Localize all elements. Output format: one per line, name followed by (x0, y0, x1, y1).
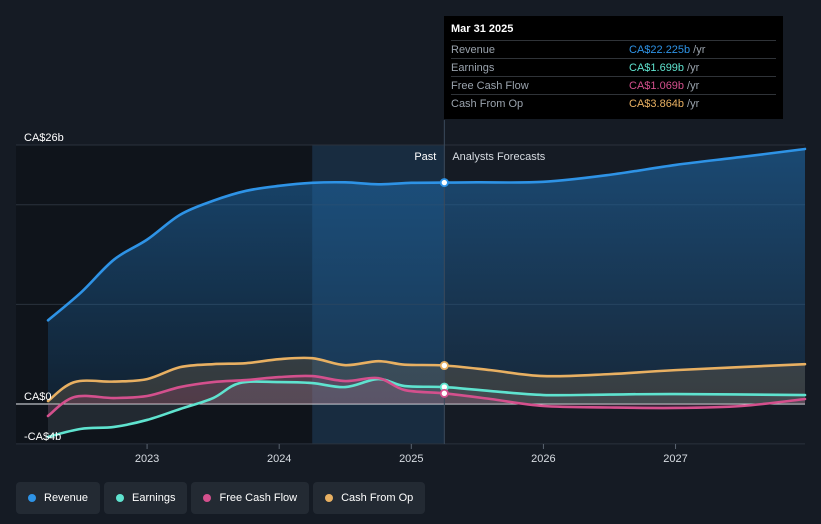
free-cash-flow-area (48, 375, 805, 416)
x-tick-label: 2023 (135, 453, 159, 465)
series-lines (46, 147, 807, 439)
revenue-marker (439, 178, 449, 188)
tooltip-row-earnings: Earnings CA$1.699b/yr (451, 58, 776, 76)
free-cash-flow-line (46, 374, 807, 418)
tooltip-row-free-cash-flow: Free Cash Flow CA$1.069b/yr (451, 76, 776, 94)
tooltip-markers (439, 178, 449, 398)
legend-dot-icon (325, 494, 334, 502)
tooltip-row-label: Revenue (451, 43, 496, 56)
tooltip-row-value: CA$1.069b (629, 79, 685, 92)
free-cash-flow-marker (439, 388, 449, 398)
legend-label: Earnings (132, 492, 176, 504)
revenue-line (46, 147, 807, 322)
legend-dot-icon (116, 494, 125, 502)
tooltip: Mar 31 2025 Revenue CA$22.225b/yr Earnings… (444, 16, 783, 119)
tooltip-row-value: CA$1.699b (629, 61, 685, 74)
legend-dot-icon (203, 494, 212, 502)
cash-from-op-area (48, 357, 805, 404)
tooltip-row-unit: /yr (687, 79, 700, 92)
tooltip-date: Mar 31 2025 (451, 23, 514, 35)
series-areas (48, 148, 805, 437)
y-axis-label: CA$26b (24, 132, 64, 144)
cash-from-op-line (46, 356, 807, 403)
tooltip-row-revenue: Revenue CA$22.225b/yr (451, 40, 776, 58)
y-axis-label: CA$0 (24, 391, 52, 403)
earnings-line (46, 377, 807, 439)
x-axis-ticks: 2023 2024 2025 2026 2027 (135, 444, 688, 465)
earnings-area (48, 379, 805, 437)
y-axis-labels: CA$26b CA$0 -CA$4b (24, 132, 64, 443)
legend-label: Revenue (44, 492, 89, 504)
legend: Revenue Earnings Free Cash Flow Cash From O… (16, 482, 426, 514)
legend-label: Free Cash Flow (219, 492, 298, 504)
revenue-area (48, 148, 805, 404)
x-tick-label: 2025 (399, 453, 423, 465)
past-label: Past (414, 151, 436, 163)
x-tick-label: 2027 (663, 453, 687, 465)
tooltip-row-value: CA$22.225b (629, 43, 691, 56)
tooltip-row-unit: /yr (687, 97, 700, 110)
tooltip-row-label: Cash From Op (451, 97, 524, 110)
tooltip-row-unit: /yr (687, 61, 700, 74)
legend-dot-icon (28, 494, 36, 502)
cash-from-op-marker (439, 361, 449, 371)
y-axis-label: -CA$4b (24, 431, 61, 443)
legend-item-cash-from-op[interactable]: Cash From Op (313, 482, 426, 514)
tooltip-row-label: Free Cash Flow (451, 79, 529, 92)
tooltip-row-cash-from-op: Cash From Op CA$3.864b/yr (451, 94, 776, 112)
tooltip-rows: Revenue CA$22.225b/yr Earnings CA$1.699b/yr… (451, 40, 776, 112)
legend-item-earnings[interactable]: Earnings (104, 482, 188, 514)
tooltip-row-value: CA$3.864b (629, 97, 685, 110)
legend-item-free-cash-flow[interactable]: Free Cash Flow (191, 482, 310, 514)
x-tick-label: 2026 (531, 453, 555, 465)
tooltip-row-unit: /yr (693, 43, 706, 56)
x-tick-label: 2024 (267, 453, 291, 465)
forecast-label: Analysts Forecasts (452, 151, 545, 163)
legend-item-revenue[interactable]: Revenue (16, 482, 101, 514)
legend-label: Cash From Op (341, 492, 414, 504)
tooltip-row-label: Earnings (451, 61, 495, 74)
